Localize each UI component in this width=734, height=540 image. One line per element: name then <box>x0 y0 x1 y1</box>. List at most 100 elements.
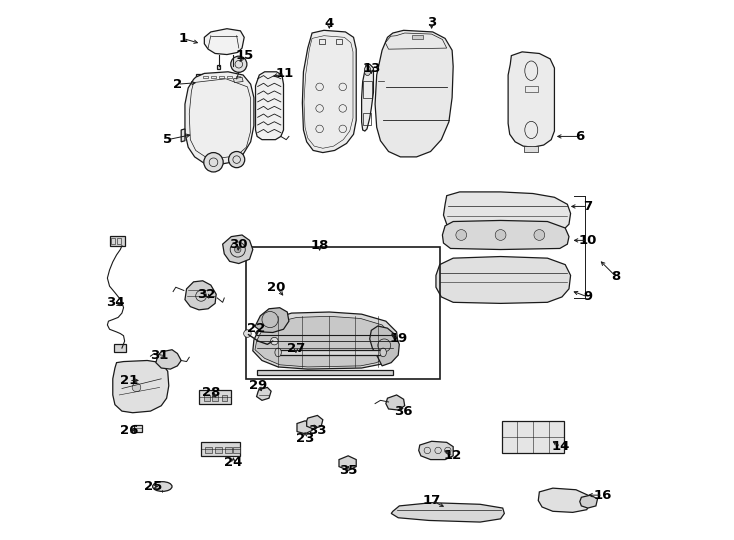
Polygon shape <box>257 370 393 375</box>
Bar <box>227 76 232 78</box>
Bar <box>196 74 203 79</box>
Text: 11: 11 <box>276 67 294 80</box>
Ellipse shape <box>132 383 141 391</box>
Polygon shape <box>443 220 569 249</box>
Polygon shape <box>362 64 374 131</box>
Text: 26: 26 <box>120 424 138 437</box>
Bar <box>232 65 235 69</box>
Bar <box>363 113 371 125</box>
Polygon shape <box>113 361 169 413</box>
Ellipse shape <box>456 230 467 240</box>
Text: 34: 34 <box>106 296 124 309</box>
Polygon shape <box>302 30 356 153</box>
Text: 19: 19 <box>389 333 407 346</box>
Polygon shape <box>508 52 554 147</box>
Bar <box>203 76 208 78</box>
Bar <box>233 447 241 453</box>
Text: 25: 25 <box>144 480 161 493</box>
Text: 21: 21 <box>120 374 138 387</box>
Polygon shape <box>255 316 393 367</box>
Polygon shape <box>185 281 217 310</box>
Ellipse shape <box>364 66 371 76</box>
Bar <box>246 247 440 379</box>
Ellipse shape <box>234 246 241 253</box>
Bar <box>225 447 232 453</box>
Bar <box>117 238 121 244</box>
Polygon shape <box>375 30 453 157</box>
Bar <box>211 76 216 78</box>
Text: 30: 30 <box>230 238 248 251</box>
Text: 32: 32 <box>197 288 216 301</box>
Polygon shape <box>307 415 323 429</box>
Ellipse shape <box>275 348 281 357</box>
Text: 29: 29 <box>249 379 267 392</box>
Polygon shape <box>418 441 453 460</box>
Polygon shape <box>222 235 252 264</box>
Text: 8: 8 <box>611 270 620 283</box>
Text: 16: 16 <box>594 489 612 502</box>
Ellipse shape <box>534 230 545 240</box>
Text: 22: 22 <box>247 322 266 335</box>
Text: 33: 33 <box>308 424 327 437</box>
Ellipse shape <box>200 75 206 80</box>
Bar <box>363 82 372 98</box>
Bar <box>236 76 241 78</box>
Polygon shape <box>204 29 244 55</box>
Polygon shape <box>257 387 271 400</box>
Ellipse shape <box>230 56 247 72</box>
Text: 2: 2 <box>172 78 182 91</box>
Text: 3: 3 <box>427 16 436 29</box>
Polygon shape <box>233 77 243 83</box>
Ellipse shape <box>244 330 251 338</box>
Text: 23: 23 <box>296 431 314 444</box>
Polygon shape <box>580 495 597 508</box>
Bar <box>215 447 222 453</box>
Bar <box>222 395 227 401</box>
Bar <box>212 395 218 401</box>
Bar <box>217 65 220 69</box>
Bar <box>196 82 202 86</box>
Text: 9: 9 <box>584 291 592 303</box>
Ellipse shape <box>495 230 506 240</box>
Polygon shape <box>391 503 504 522</box>
Ellipse shape <box>228 152 244 167</box>
Polygon shape <box>278 350 383 355</box>
Bar <box>109 236 125 246</box>
Text: 15: 15 <box>235 49 253 62</box>
Bar <box>501 421 564 453</box>
Ellipse shape <box>380 348 386 357</box>
Text: 6: 6 <box>575 130 584 143</box>
Text: 14: 14 <box>552 440 570 453</box>
Text: 5: 5 <box>163 133 172 146</box>
Text: 4: 4 <box>324 17 334 30</box>
Bar <box>319 39 325 44</box>
Ellipse shape <box>271 338 278 345</box>
Bar <box>204 395 210 401</box>
Polygon shape <box>386 395 404 410</box>
Polygon shape <box>524 146 538 152</box>
Bar <box>201 442 240 456</box>
Text: 1: 1 <box>178 32 187 45</box>
Polygon shape <box>443 192 570 239</box>
Polygon shape <box>370 326 399 366</box>
Bar <box>413 35 423 39</box>
Text: 35: 35 <box>339 464 357 477</box>
Text: 18: 18 <box>310 239 329 252</box>
Bar <box>199 390 231 403</box>
Polygon shape <box>339 456 356 470</box>
Text: 28: 28 <box>202 386 220 399</box>
Polygon shape <box>255 72 283 140</box>
Text: 17: 17 <box>423 494 440 507</box>
Text: 13: 13 <box>362 62 380 75</box>
Polygon shape <box>297 421 312 434</box>
Ellipse shape <box>153 482 172 491</box>
Text: 27: 27 <box>287 342 305 355</box>
Text: 12: 12 <box>444 449 462 462</box>
Polygon shape <box>436 256 570 303</box>
Bar <box>206 447 212 453</box>
Text: 7: 7 <box>584 200 592 213</box>
Text: 36: 36 <box>394 404 413 417</box>
Text: 10: 10 <box>578 234 597 247</box>
Polygon shape <box>185 72 254 165</box>
Bar <box>111 238 115 244</box>
